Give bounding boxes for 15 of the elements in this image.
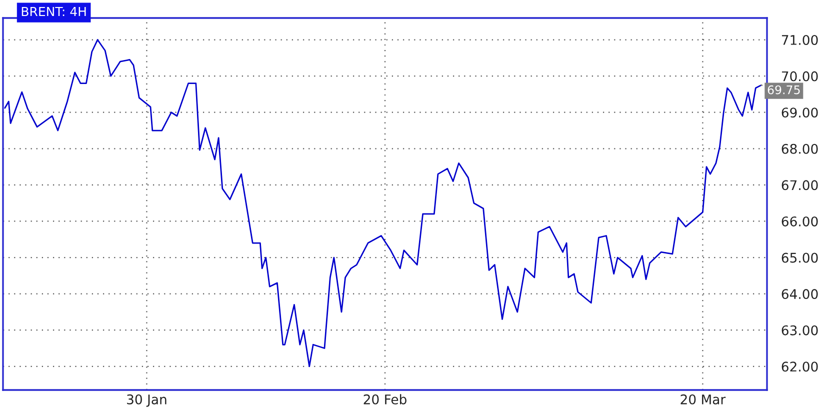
x-tick-label: 30 Jan	[127, 394, 166, 407]
y-tick-label: 71.00	[782, 34, 818, 45]
y-tick-label: 64.00	[782, 289, 818, 300]
annotation: 69.75	[768, 85, 800, 94]
chart-title: BRENT: 4H	[22, 6, 86, 16]
y-tick-label: 65.00	[782, 252, 818, 263]
x-tick-label: 20 Mar	[680, 394, 726, 404]
x-tick-label: 20 Feb	[364, 394, 406, 404]
y-tick-label: 67.00	[782, 180, 818, 190]
y-tick-label: 70.00	[782, 71, 818, 82]
y-tick-label: 66.00	[782, 216, 818, 226]
y-tick-label: 62.00	[782, 362, 818, 372]
y-tick-label: 69.00	[782, 108, 818, 118]
y-tick-label: 63.00	[782, 325, 818, 336]
y-tick-label: 68.00	[782, 144, 818, 154]
